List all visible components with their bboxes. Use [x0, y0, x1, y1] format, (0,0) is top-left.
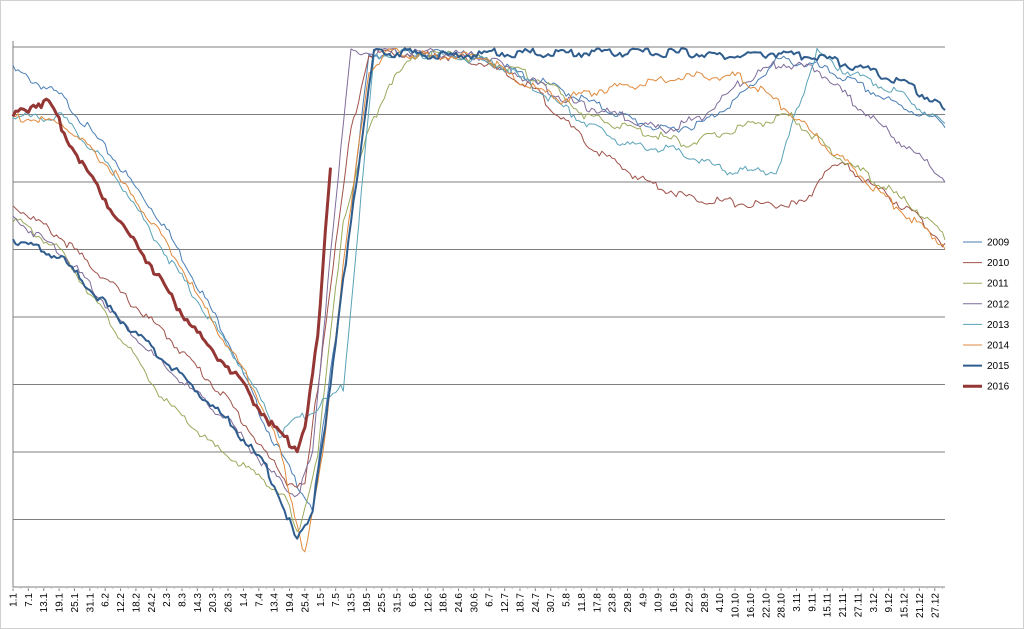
x-tick-label: 29.8	[623, 593, 634, 613]
x-tick-label: 6.6	[408, 593, 419, 607]
legend-label-2009: 2009	[987, 238, 1010, 249]
x-tick-label: 5.8	[562, 593, 573, 607]
x-tick-label: 18.7	[515, 593, 526, 613]
gridlines	[13, 46, 945, 520]
x-tick-label: 13.5	[346, 593, 357, 613]
x-tick-label: 18.6	[439, 593, 450, 613]
x-tick-label: 30.6	[469, 593, 480, 613]
x-axis: 1.1 7.1 13.1 19.1 25.1 31.1 6.2 12.2 18.2 24.2 2.3…	[9, 41, 945, 618]
series-line-2015	[12, 47, 946, 540]
x-tick-label: 21.11	[838, 593, 849, 618]
x-tick-label: 23.8	[608, 593, 619, 613]
x-tick-label: 14.3	[193, 593, 204, 613]
x-tick-label: 12.7	[500, 593, 511, 613]
x-tick-label: 25.5	[377, 593, 388, 613]
x-tick-label: 3.11	[792, 593, 803, 612]
x-tick-label: 22.10	[761, 593, 772, 618]
x-tick-label: 27.12	[930, 593, 941, 618]
series-line-2013	[12, 47, 946, 439]
x-tick-label: 4.9	[638, 593, 649, 607]
x-tick-label: 21.12	[915, 593, 926, 618]
legend-label-2011: 2011	[987, 279, 1009, 290]
x-tick-label: 7.5	[331, 593, 342, 607]
series-line-2012	[12, 47, 946, 498]
series-line-2010	[12, 47, 946, 488]
x-tick-label: 26.3	[224, 593, 235, 613]
x-tick-label: 24.2	[147, 593, 158, 613]
x-tick-label: 19.5	[362, 593, 373, 613]
x-tick-label: 7.4	[254, 593, 265, 607]
x-tick-label: 31.1	[85, 593, 96, 613]
x-tick-label: 27.11	[853, 593, 864, 618]
x-tick-label: 6.2	[101, 593, 112, 607]
x-tick-label: 19.4	[285, 593, 296, 613]
x-tick-label: 25.1	[70, 593, 81, 613]
legend-label-2016: 2016	[987, 382, 1010, 393]
x-tick-label: 17.8	[592, 593, 603, 613]
x-tick-label: 10.10	[731, 593, 742, 618]
x-tick-label: 30.7	[546, 593, 557, 613]
x-tick-label: 4.10	[715, 593, 726, 613]
x-tick-label: 10.9	[654, 593, 665, 613]
legend-label-2013: 2013	[987, 320, 1010, 331]
x-tick-label: 11.8	[577, 593, 588, 612]
x-tick-label: 12.2	[116, 593, 127, 613]
x-tick-label: 1.5	[316, 593, 327, 607]
x-tick-label: 7.1	[24, 593, 35, 607]
x-tick-label: 28.9	[700, 593, 711, 613]
x-tick-label: 15.12	[900, 593, 911, 618]
x-tick-label: 6.7	[485, 593, 496, 607]
x-tick-label: 13.1	[39, 593, 50, 613]
legend-label-2014: 2014	[987, 341, 1010, 352]
x-tick-label: 16.9	[669, 593, 680, 613]
legend: 2009 2010 2011 2012 2013 2014 2015 2016	[963, 238, 1010, 393]
series-line-2016	[11, 97, 332, 454]
x-tick-label: 24.6	[454, 593, 465, 613]
legend-label-2012: 2012	[987, 299, 1010, 310]
series-layer	[11, 47, 946, 553]
legend-label-2010: 2010	[987, 258, 1010, 269]
x-tick-label: 8.3	[177, 593, 188, 607]
x-tick-label: 2.3	[162, 593, 173, 607]
x-tick-label: 9.11	[807, 593, 818, 612]
x-tick-label: 18.2	[131, 593, 142, 613]
series-line-2014	[12, 47, 946, 553]
legend-label-2015: 2015	[987, 361, 1010, 372]
x-tick-label: 28.10	[777, 593, 788, 618]
x-tick-label: 22.9	[684, 593, 695, 613]
x-tick-label: 12.6	[423, 593, 434, 613]
x-tick-label: 25.4	[300, 593, 311, 613]
x-tick-label: 16.10	[746, 593, 757, 618]
x-tick-label: 31.5	[393, 593, 404, 613]
x-tick-label: 15.11	[823, 593, 834, 618]
x-tick-label: 1.1	[9, 593, 20, 607]
x-tick-label: 9.12	[884, 593, 895, 613]
x-tick-label: 13.4	[270, 593, 281, 613]
x-tick-label: 20.3	[208, 593, 219, 613]
x-tick-label: 3.12	[869, 593, 880, 613]
x-tick-label: 19.1	[55, 593, 66, 613]
x-tick-label: 1.4	[239, 593, 250, 607]
series-line-2009	[12, 48, 946, 512]
x-tick-label: 24.7	[531, 593, 542, 613]
